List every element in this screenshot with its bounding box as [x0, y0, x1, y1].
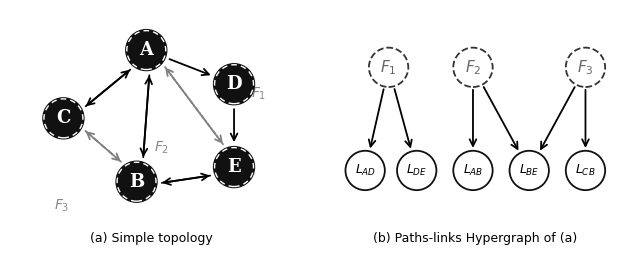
Text: C: C	[56, 109, 70, 127]
FancyArrowPatch shape	[143, 77, 152, 157]
Circle shape	[214, 64, 255, 105]
FancyArrowPatch shape	[166, 69, 223, 144]
Text: D: D	[226, 75, 242, 93]
Circle shape	[116, 161, 157, 202]
FancyArrowPatch shape	[141, 75, 149, 155]
FancyArrowPatch shape	[87, 132, 121, 162]
FancyArrowPatch shape	[230, 109, 237, 140]
FancyArrowPatch shape	[162, 174, 208, 183]
Circle shape	[126, 30, 167, 71]
Text: $L_{CB}$: $L_{CB}$	[575, 163, 596, 178]
Text: E: E	[227, 158, 241, 176]
FancyArrowPatch shape	[470, 90, 476, 146]
Text: (a) Simple topology: (a) Simple topology	[90, 232, 212, 245]
Text: $L_{DE}$: $L_{DE}$	[406, 163, 428, 178]
FancyArrowPatch shape	[541, 87, 575, 149]
Text: $F_1$: $F_1$	[380, 58, 397, 77]
Text: $L_{BE}$: $L_{BE}$	[519, 163, 540, 178]
FancyArrowPatch shape	[484, 87, 518, 149]
Circle shape	[43, 98, 84, 139]
FancyArrowPatch shape	[170, 59, 209, 75]
FancyArrowPatch shape	[394, 89, 412, 147]
Text: $F_3$: $F_3$	[54, 198, 69, 214]
Text: (b) Paths-links Hypergraph of (a): (b) Paths-links Hypergraph of (a)	[373, 232, 577, 245]
Text: $F_3$: $F_3$	[577, 58, 594, 77]
FancyArrowPatch shape	[164, 176, 210, 185]
Text: $F_2$: $F_2$	[154, 139, 169, 156]
FancyArrowPatch shape	[582, 90, 589, 146]
FancyArrowPatch shape	[85, 131, 120, 160]
Text: $L_{AD}$: $L_{AD}$	[355, 163, 376, 178]
FancyArrowPatch shape	[165, 67, 222, 143]
Text: $L_{AB}$: $L_{AB}$	[463, 163, 483, 178]
Text: A: A	[140, 41, 154, 59]
Circle shape	[214, 147, 255, 188]
Text: B: B	[129, 173, 144, 191]
FancyArrowPatch shape	[87, 70, 130, 105]
Text: $F_2$: $F_2$	[465, 58, 481, 77]
FancyArrowPatch shape	[86, 71, 129, 106]
FancyArrowPatch shape	[369, 89, 383, 147]
Text: $F_1$: $F_1$	[251, 86, 266, 102]
